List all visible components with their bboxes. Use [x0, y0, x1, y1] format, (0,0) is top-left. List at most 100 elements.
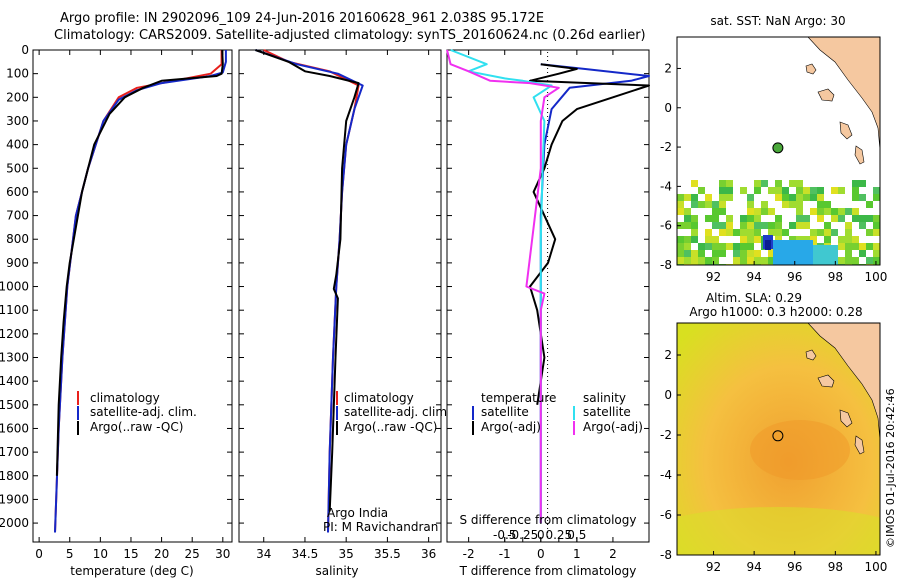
sst-cell — [824, 229, 831, 236]
sst-cell — [782, 187, 789, 194]
imos-credit: ©IMOS 01-Jul-2016 20:42:46 — [884, 388, 897, 548]
sst-cell — [691, 194, 698, 201]
sst-cell — [747, 236, 754, 243]
salinity-plot-area — [238, 49, 442, 543]
sla-low-band — [677, 507, 880, 555]
legend-heading-salinity: salinity — [583, 391, 626, 405]
sst-cell — [775, 215, 782, 222]
legend-label-satellite: satellite-adj. clim. — [90, 405, 197, 419]
x-tick-label: 0 — [35, 547, 43, 561]
x-tick-label: 98 — [828, 270, 843, 284]
island-1 — [805, 349, 817, 361]
sst-cell — [824, 201, 831, 208]
y-tick-label: 2 — [664, 61, 672, 75]
y-tick-label: 2000 — [0, 516, 29, 530]
sst-cell — [754, 229, 761, 236]
legend-label-t-argo: Argo(-adj) — [481, 420, 541, 434]
sst-cell — [726, 180, 733, 187]
x-tick-label: 94 — [746, 560, 761, 574]
sst-cell — [803, 236, 810, 243]
sst-cell — [782, 229, 789, 236]
x-tick-label: 94 — [746, 270, 761, 284]
sst-cell — [789, 201, 796, 208]
sst-cell — [803, 222, 810, 229]
sst-cell — [796, 222, 803, 229]
sst-cell — [712, 201, 719, 208]
sst-cell — [747, 229, 754, 236]
sst-cell — [845, 250, 852, 257]
sst-cell — [838, 215, 845, 222]
sst-cell — [775, 194, 782, 201]
sst-map-frame — [676, 36, 881, 266]
y-tick-label: -8 — [660, 258, 672, 272]
header-line-1: Argo profile: IN 2902096_109 24-Jun-2016… — [60, 11, 544, 26]
sst-cell — [859, 194, 866, 201]
x-tick-label: 5 — [66, 547, 74, 561]
sla-map-field — [677, 323, 880, 555]
sst-cell — [684, 243, 691, 250]
sst-cell — [859, 180, 866, 187]
sst-map-title: sat. SST: NaN Argo: 30 — [710, 14, 845, 28]
sst-cell — [768, 208, 775, 215]
sst-cell — [810, 236, 817, 243]
y-tick-label: 1400 — [0, 374, 29, 388]
sst-cell — [740, 215, 747, 222]
sst-cell — [845, 257, 852, 264]
sst-cell — [740, 257, 747, 264]
sst-cell — [831, 208, 838, 215]
island-4 — [854, 435, 865, 455]
sst-cell — [684, 236, 691, 243]
t-difference-label: T difference from climatology — [459, 564, 637, 578]
temperature-plot-area — [32, 49, 233, 543]
x-tick-label: 100 — [864, 560, 887, 574]
sst-cell — [677, 236, 684, 243]
sst-cell — [705, 215, 712, 222]
sst-cell — [817, 201, 824, 208]
temperature-series — [54, 49, 227, 533]
x-tick-label: 92 — [706, 270, 721, 284]
sst-cell — [796, 180, 803, 187]
sst-cell — [691, 236, 698, 243]
s-difference-label: S difference from climatology — [460, 513, 637, 527]
sla-map: Altim. SLA: 0.29 Argo h1000: 0.3 h2000: … — [660, 291, 887, 574]
sst-cell — [761, 208, 768, 215]
x-tick-label: 34 — [256, 547, 271, 561]
sst-cell — [817, 229, 824, 236]
sst-cell — [782, 201, 789, 208]
y-tick-label: -6 — [660, 508, 672, 522]
sst-cell — [705, 243, 712, 250]
sst-cell — [838, 257, 845, 264]
top-tick-label: 0 — [537, 528, 545, 542]
sst-cell — [859, 250, 866, 257]
sst-cell — [768, 187, 775, 194]
y-tick-label: 1600 — [0, 421, 29, 435]
sst-cell — [866, 257, 873, 264]
sst-cell — [719, 243, 726, 250]
sst-cell — [712, 208, 719, 215]
y-tick-label: -2 — [660, 140, 672, 154]
y-tick-label: 400 — [6, 138, 29, 152]
sst-cell — [768, 222, 775, 229]
sst-cell — [740, 236, 747, 243]
sumatra-land — [807, 37, 880, 151]
sst-cell — [773, 240, 813, 265]
sst-cell — [747, 201, 754, 208]
salinity-series — [255, 49, 364, 533]
sst-cell — [712, 222, 719, 229]
sst-cell — [852, 257, 859, 264]
sst-cell — [845, 243, 852, 250]
sst-cell — [845, 222, 852, 229]
sst-cell — [719, 250, 726, 257]
sst-cell — [852, 243, 859, 250]
sst-cell — [813, 245, 838, 265]
sla-high-core — [750, 420, 850, 480]
x-tick-label: 10 — [93, 547, 108, 561]
y-tick-label: 0 — [21, 43, 29, 57]
sst-cell — [873, 194, 880, 201]
legend-label-argo: Argo(..raw -QC) — [344, 420, 437, 434]
sst-cell — [866, 229, 873, 236]
sst-cell — [691, 201, 698, 208]
sst-cell — [754, 180, 761, 187]
sla-map-title-1: Altim. SLA: 0.29 — [706, 291, 802, 305]
sst-cell — [810, 208, 817, 215]
